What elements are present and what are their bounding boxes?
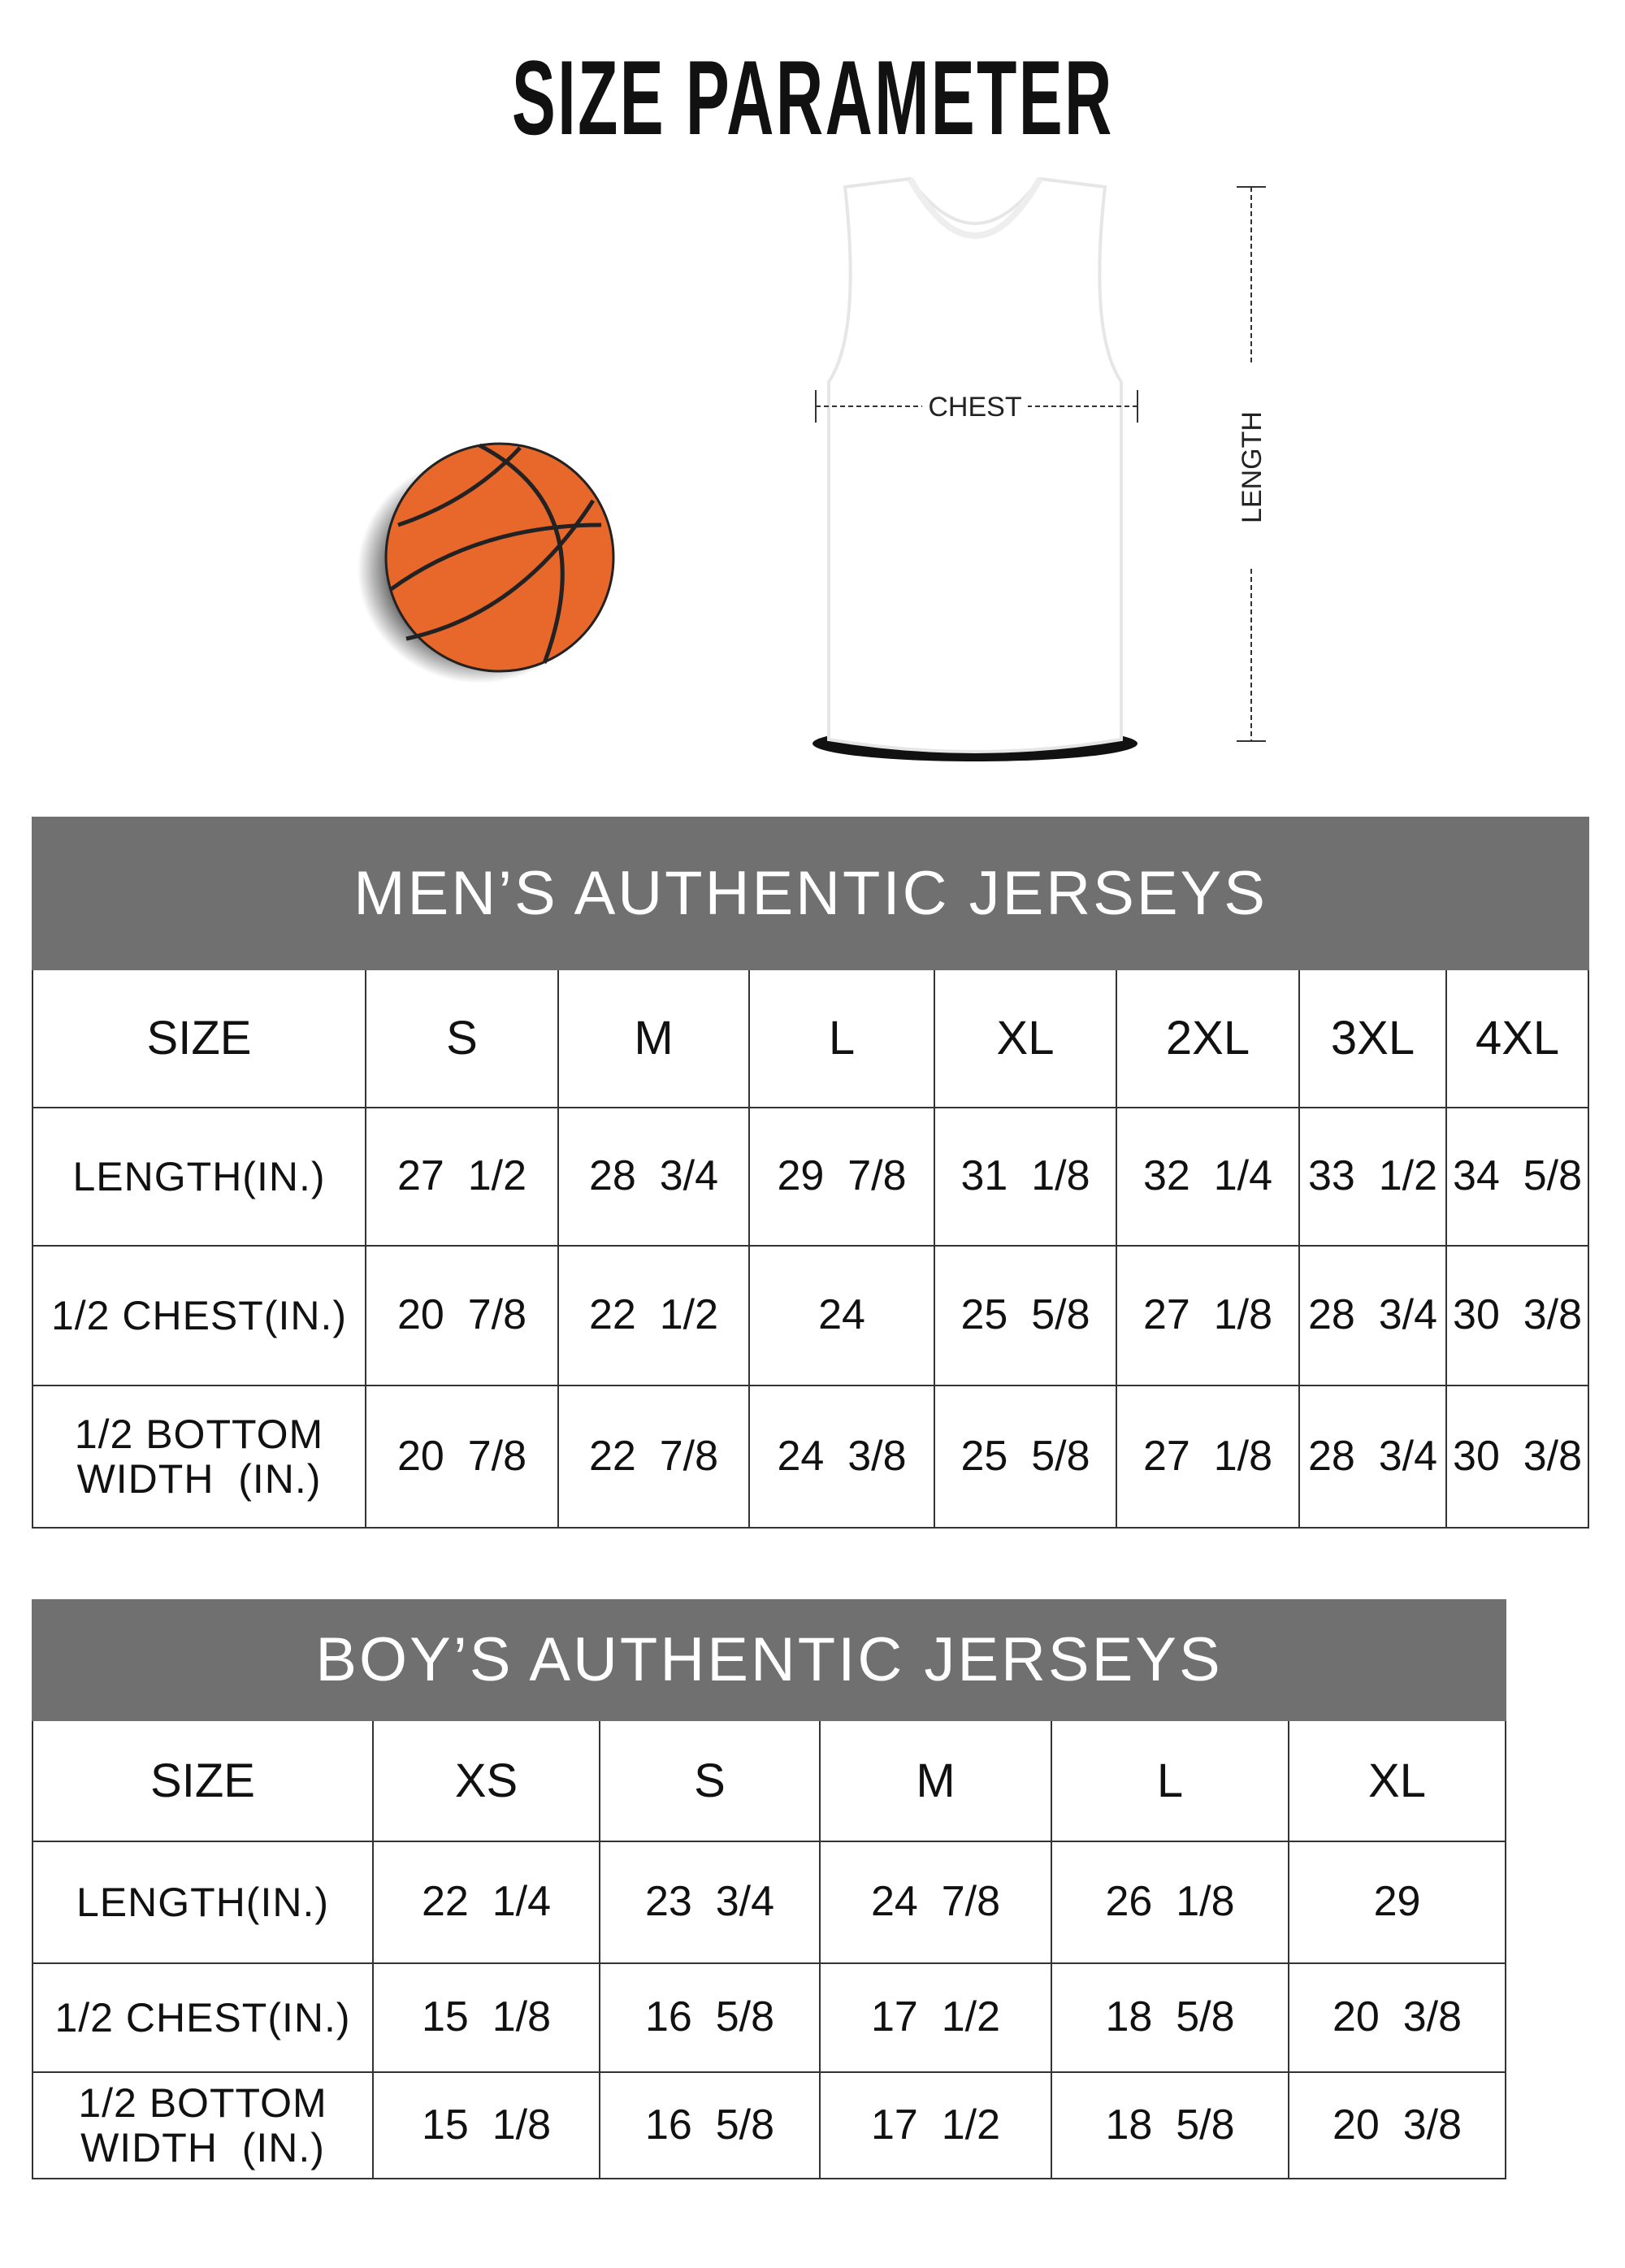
value-cell: 16 5/8 — [599, 2071, 821, 2179]
value-cell: 33 1/2 — [1298, 1107, 1447, 1247]
size-cell: XL — [1288, 1719, 1506, 1842]
size-header: SIZE — [32, 969, 366, 1108]
value-cell: 18 5/8 — [1051, 2071, 1289, 2179]
value-cell: 26 1/8 — [1051, 1841, 1289, 1964]
value-cell: 29 — [1288, 1841, 1506, 1964]
row-label: 1/2 BOTTOM WIDTH (IN.) — [32, 1385, 366, 1529]
value-cell: 17 1/2 — [819, 1962, 1052, 2073]
size-cell: 2XL — [1116, 969, 1300, 1108]
value-cell: 23 3/4 — [599, 1841, 821, 1964]
value-cell: 30 3/8 — [1445, 1245, 1590, 1386]
value-cell: 28 3/4 — [1298, 1385, 1447, 1529]
size-cell: S — [365, 969, 559, 1108]
value-cell: 27 1/8 — [1116, 1385, 1300, 1529]
value-cell: 20 3/8 — [1288, 2071, 1506, 2179]
value-cell: 34 5/8 — [1445, 1107, 1590, 1247]
men-table-title: MEN’S AUTHENTIC JERSEYS — [31, 817, 1590, 970]
size-cell: XL — [934, 969, 1117, 1108]
value-cell: 24 — [748, 1245, 935, 1386]
size-cell: L — [748, 969, 935, 1108]
value-cell: 22 1/2 — [557, 1245, 750, 1386]
value-cell: 17 1/2 — [819, 2071, 1052, 2179]
size-cell: M — [819, 1719, 1052, 1842]
size-cell: M — [557, 969, 750, 1108]
size-cell: XS — [372, 1719, 600, 1842]
size-cell: 4XL — [1445, 969, 1590, 1108]
size-header: SIZE — [32, 1719, 374, 1842]
value-cell: 31 1/8 — [934, 1107, 1117, 1247]
boys-size-table: BOY’S AUTHENTIC JERSEYS SIZE XS S M L XL… — [32, 1599, 1506, 2179]
size-cell: L — [1051, 1719, 1289, 1842]
value-cell: 32 1/4 — [1116, 1107, 1300, 1247]
table-row: 1/2 BOTTOM WIDTH (IN.) 15 1/8 16 5/8 17 … — [32, 2071, 1506, 2179]
page-title: SIZE PARAMETER — [0, 41, 1625, 154]
length-dimension: LENGTH — [1237, 186, 1268, 742]
row-label: 1/2 CHEST(IN.) — [32, 1962, 374, 2073]
value-cell: 29 7/8 — [748, 1107, 935, 1247]
size-row: SIZE S M L XL 2XL 3XL 4XL — [32, 969, 1590, 1108]
table-row: LENGTH(IN.) 22 1/4 23 3/4 24 7/8 26 1/8 … — [32, 1841, 1506, 1964]
row-label: LENGTH(IN.) — [32, 1841, 374, 1964]
value-cell: 18 5/8 — [1051, 1962, 1289, 2073]
value-cell: 25 5/8 — [934, 1245, 1117, 1386]
value-cell: 15 1/8 — [372, 2071, 600, 2179]
row-label: LENGTH(IN.) — [32, 1107, 366, 1247]
row-label: 1/2 BOTTOM WIDTH (IN.) — [32, 2071, 374, 2179]
table-row: LENGTH(IN.) 27 1/2 28 3/4 29 7/8 31 1/8 … — [32, 1107, 1590, 1247]
value-cell: 20 7/8 — [365, 1245, 559, 1386]
title-text: SIZE PARAMETER — [511, 38, 1114, 157]
value-cell: 27 1/2 — [365, 1107, 559, 1247]
value-cell: 28 3/4 — [557, 1107, 750, 1247]
boys-table-title: BOY’S AUTHENTIC JERSEYS — [32, 1599, 1506, 1721]
value-cell: 22 1/4 — [372, 1841, 600, 1964]
length-label: LENGTH — [1237, 411, 1268, 523]
men-size-table: MEN’S AUTHENTIC JERSEYS SIZE S M L XL 2X… — [31, 817, 1590, 1529]
jersey-diagram: CHEST — [812, 176, 1138, 761]
value-cell: 16 5/8 — [599, 1962, 821, 2073]
size-row: SIZE XS S M L XL — [32, 1719, 1506, 1842]
row-label: 1/2 CHEST(IN.) — [32, 1245, 366, 1386]
value-cell: 27 1/8 — [1116, 1245, 1300, 1386]
chest-label: CHEST — [928, 392, 1021, 423]
basketball-icon — [358, 442, 615, 683]
table-row: 1/2 CHEST(IN.) 20 7/8 22 1/2 24 25 5/8 2… — [32, 1245, 1590, 1386]
value-cell: 20 7/8 — [365, 1385, 559, 1529]
value-cell: 20 3/8 — [1288, 1962, 1506, 2073]
table-row: 1/2 CHEST(IN.) 15 1/8 16 5/8 17 1/2 18 5… — [32, 1962, 1506, 2073]
value-cell: 24 3/8 — [748, 1385, 935, 1529]
size-cell: 3XL — [1298, 969, 1447, 1108]
value-cell: 25 5/8 — [934, 1385, 1117, 1529]
value-cell: 28 3/4 — [1298, 1245, 1447, 1386]
size-cell: S — [599, 1719, 821, 1842]
table-row: 1/2 BOTTOM WIDTH (IN.) 20 7/8 22 7/8 24 … — [32, 1385, 1590, 1529]
value-cell: 22 7/8 — [557, 1385, 750, 1529]
value-cell: 30 3/8 — [1445, 1385, 1590, 1529]
value-cell: 24 7/8 — [819, 1841, 1052, 1964]
value-cell: 15 1/8 — [372, 1962, 600, 2073]
